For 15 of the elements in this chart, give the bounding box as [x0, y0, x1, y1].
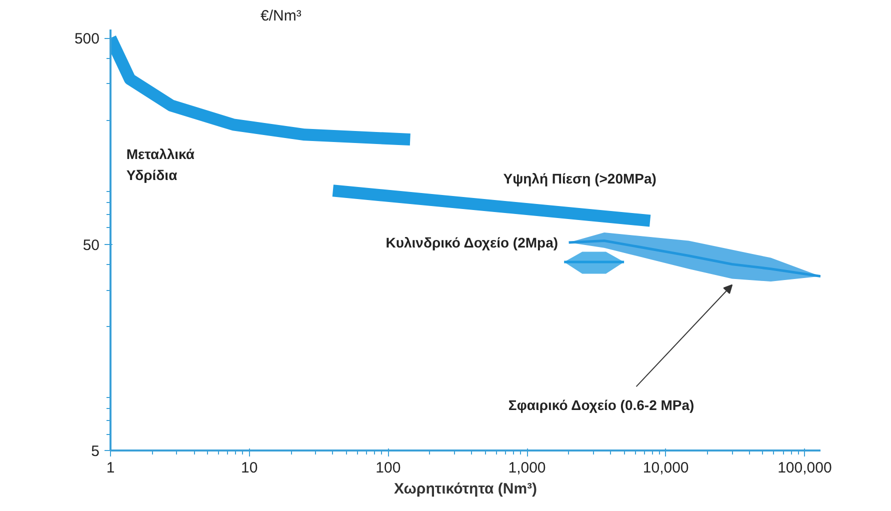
- x-tick-label: 100,000: [778, 460, 832, 476]
- y-tick-label: 5: [91, 443, 100, 460]
- y-tick-label: 500: [74, 30, 100, 48]
- x-tick-label: 10,000: [642, 460, 689, 476]
- y-tick-label: 50: [82, 236, 100, 254]
- x-tick-label: 1,000: [508, 460, 546, 476]
- x-tick-label: 100: [376, 460, 401, 476]
- x-tick-label: 10: [240, 460, 258, 476]
- x-axis-title: Χωρητικότητα (Nm³): [394, 480, 538, 498]
- y-axis-title: €/Nm³: [260, 8, 302, 24]
- text: Σφαιρικό Δοχείο (0.6-2 MPa): [508, 397, 694, 414]
- text: Μεταλλικά Υδρίδια: [126, 146, 195, 183]
- x-tick-label: 1: [106, 460, 115, 476]
- series-label: Υψηλή Πίεση (>20MPa): [503, 170, 656, 187]
- series-label: Κυλινδρικό Δοχείο (2Mpa): [386, 234, 558, 250]
